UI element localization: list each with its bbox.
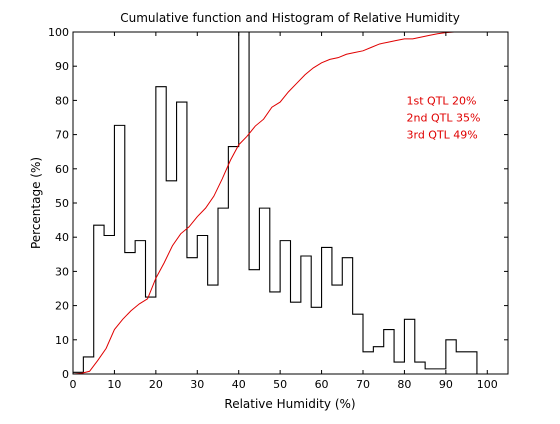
y-tick-label: 80 [55, 94, 69, 107]
histogram-series [73, 32, 488, 374]
y-tick-label: 20 [55, 300, 69, 313]
x-tick-label: 10 [107, 378, 121, 391]
y-tick-label: 30 [55, 265, 69, 278]
x-tick-label: 80 [397, 378, 411, 391]
y-tick-label: 70 [55, 129, 69, 142]
x-tick-label: 100 [477, 378, 498, 391]
quantile-annotation: 1st QTL 20% [407, 94, 477, 107]
y-tick-label: 10 [55, 334, 69, 347]
y-tick-label: 90 [55, 60, 69, 73]
y-tick-label: 0 [62, 368, 69, 381]
y-axis-label: Percentage (%) [29, 157, 43, 249]
x-axis-label: Relative Humidity (%) [224, 397, 355, 411]
y-tick-label: 50 [55, 197, 69, 210]
x-tick-label: 60 [315, 378, 329, 391]
y-tick-label: 100 [48, 26, 69, 39]
y-tick-label: 40 [55, 231, 69, 244]
y-tick-label: 60 [55, 163, 69, 176]
plot-area: 0 10 20 30 40 50 60 70 80 90 100 0 10 20 30 40 50 60 70 80 9… [48, 26, 509, 391]
x-tick-label: 90 [439, 378, 453, 391]
cumulative-line-series [73, 32, 504, 374]
quantile-annotation: 2nd QTL 35% [407, 112, 481, 125]
chart-title: Cumulative function and Histogram of Rel… [120, 11, 460, 25]
x-tick-label: 40 [232, 378, 246, 391]
x-tick-label: 0 [70, 378, 77, 391]
quantile-annotation: 3rd QTL 49% [407, 129, 478, 142]
x-tick-label: 30 [190, 378, 204, 391]
x-tick-label: 50 [273, 378, 287, 391]
x-tick-label: 70 [356, 378, 370, 391]
x-tick-label: 20 [149, 378, 163, 391]
